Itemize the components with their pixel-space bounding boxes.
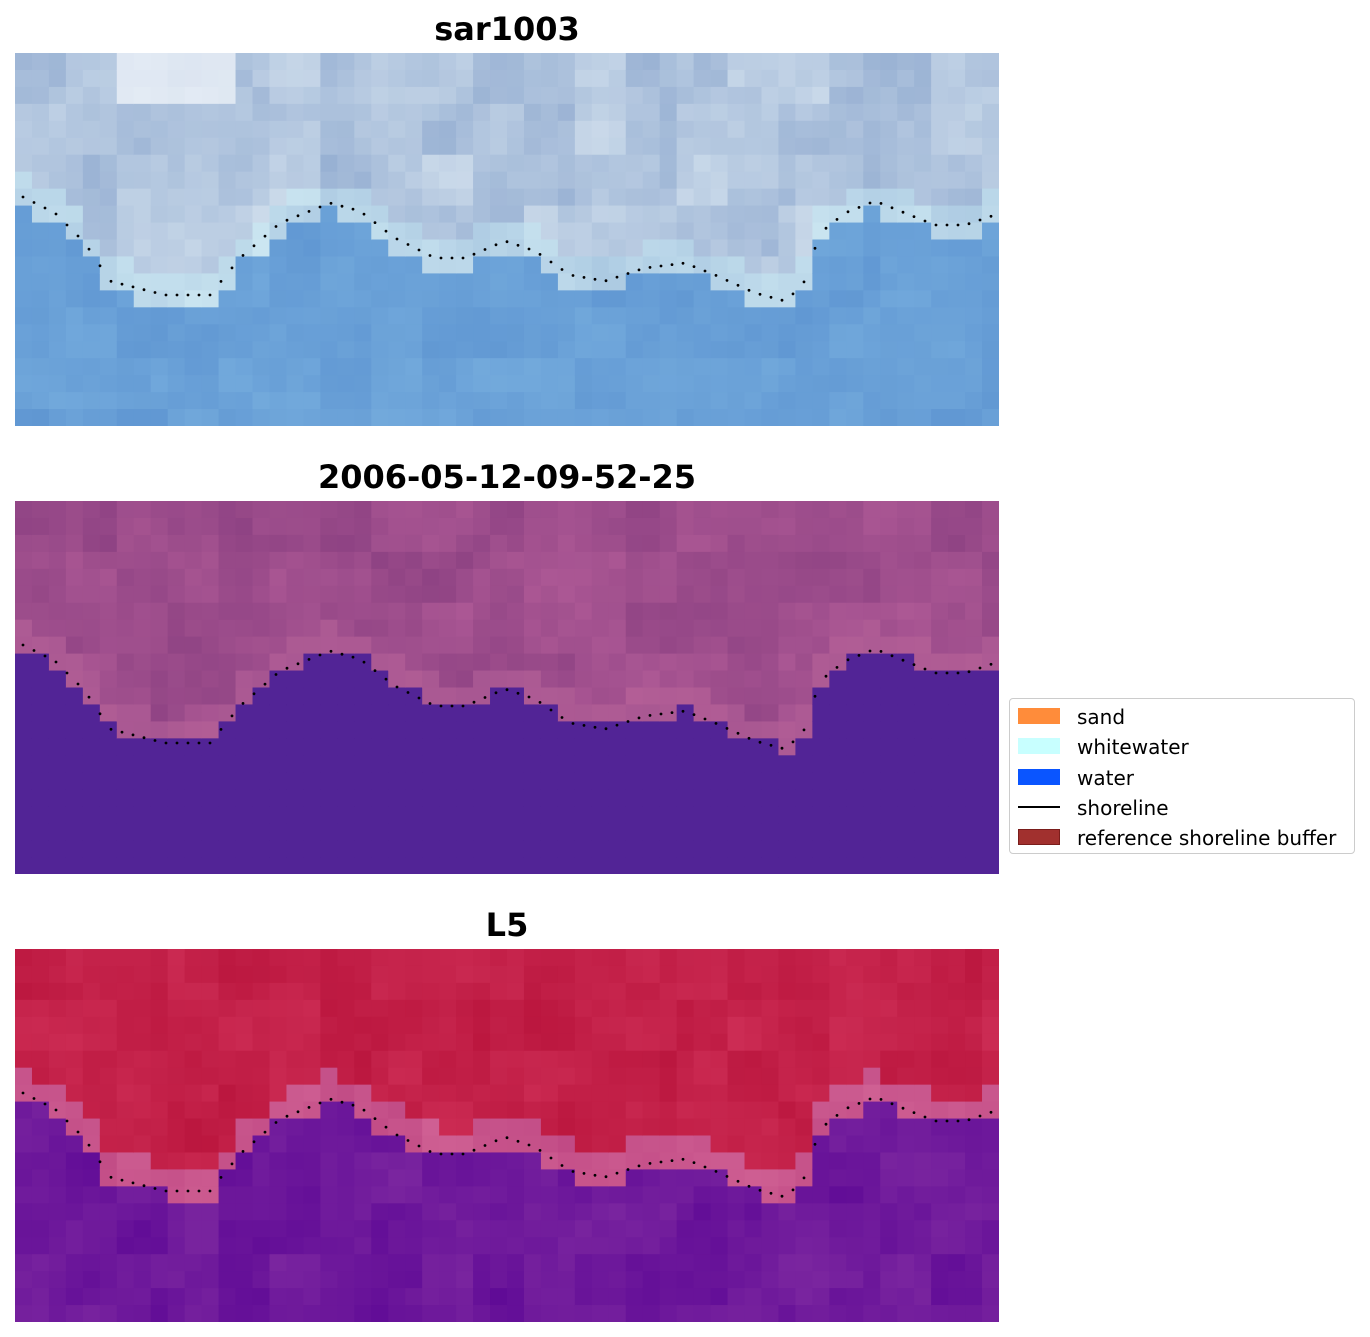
legend-label-water: water — [1077, 766, 1134, 790]
classified-pixels — [15, 501, 999, 874]
index-image-panel — [15, 949, 999, 1322]
legend-item-sand: sand — [1010, 703, 1354, 729]
sand-swatch — [1018, 708, 1060, 724]
legend-label-whitewater: whitewater — [1077, 735, 1189, 759]
classified-shoreline — [21, 643, 993, 750]
legend-item-shoreline: shoreline — [1010, 794, 1354, 820]
whitewater-swatch — [1018, 738, 1060, 754]
legend-item-whitewater: whitewater — [1010, 733, 1354, 759]
panel-title-3: L5 — [485, 906, 529, 944]
legend-item-water: water — [1010, 764, 1354, 790]
index-pixels — [15, 949, 999, 1322]
panel-title-2: 2006-05-12-09-52-25 — [317, 458, 697, 496]
index-image — [15, 949, 999, 1322]
classified-image — [15, 501, 999, 874]
sar-image — [15, 53, 999, 426]
sar-shoreline — [21, 195, 993, 302]
panel-title-1: sar1003 — [434, 10, 580, 48]
legend-item-reference-buffer: reference shoreline buffer — [1010, 824, 1354, 850]
classified-image-panel — [15, 501, 999, 874]
reference-buffer-swatch — [1018, 829, 1060, 845]
shoreline-line-swatch — [1018, 806, 1060, 808]
legend-label-shoreline: shoreline — [1077, 796, 1169, 820]
water-swatch — [1018, 769, 1060, 785]
sar-image-panel — [15, 53, 999, 426]
index-shoreline — [21, 1091, 993, 1198]
sar-pixels — [15, 53, 999, 426]
legend-label-sand: sand — [1077, 705, 1126, 729]
legend-label-reference-buffer: reference shoreline buffer — [1077, 826, 1337, 850]
legend: sand whitewater water shoreline referenc… — [1009, 698, 1355, 854]
